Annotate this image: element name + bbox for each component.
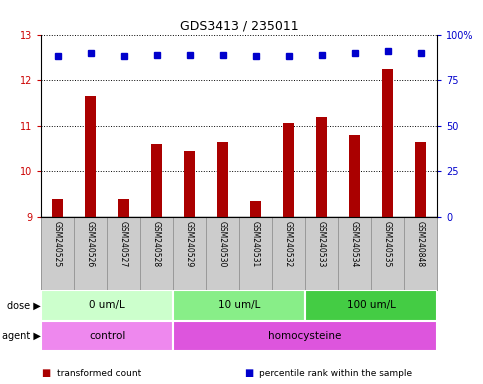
- Text: GSM240535: GSM240535: [383, 220, 392, 267]
- Text: GSM240533: GSM240533: [317, 220, 326, 267]
- Bar: [173, 321, 437, 351]
- Text: GSM240530: GSM240530: [218, 220, 227, 267]
- Bar: [250, 201, 261, 217]
- Text: GSM240525: GSM240525: [53, 220, 62, 267]
- Title: GDS3413 / 235011: GDS3413 / 235011: [180, 19, 298, 32]
- Text: 0 um/L: 0 um/L: [89, 300, 125, 310]
- Text: dose ▶: dose ▶: [7, 300, 41, 310]
- Bar: [52, 199, 63, 217]
- Text: ■: ■: [244, 368, 253, 378]
- Text: GSM240528: GSM240528: [152, 220, 161, 267]
- Bar: [382, 69, 393, 217]
- Text: percentile rank within the sample: percentile rank within the sample: [259, 369, 412, 378]
- Bar: [41, 321, 173, 351]
- Text: GSM240529: GSM240529: [185, 220, 194, 267]
- Text: control: control: [89, 331, 125, 341]
- Text: GSM240526: GSM240526: [86, 220, 95, 267]
- Bar: [184, 151, 195, 217]
- Text: GSM240531: GSM240531: [251, 220, 260, 267]
- Text: GSM240532: GSM240532: [284, 220, 293, 267]
- Bar: [118, 199, 129, 217]
- Text: GSM240848: GSM240848: [416, 220, 425, 267]
- Text: agent ▶: agent ▶: [2, 331, 41, 341]
- Text: 100 um/L: 100 um/L: [347, 300, 396, 310]
- Bar: [41, 290, 173, 321]
- Bar: [151, 144, 162, 217]
- Bar: [415, 142, 426, 217]
- Text: 10 um/L: 10 um/L: [218, 300, 260, 310]
- Bar: [85, 96, 96, 217]
- Bar: [349, 135, 360, 217]
- Bar: [217, 142, 228, 217]
- Text: GSM240527: GSM240527: [119, 220, 128, 267]
- Bar: [305, 290, 437, 321]
- Bar: [283, 124, 294, 217]
- Text: GSM240534: GSM240534: [350, 220, 359, 267]
- Bar: [316, 117, 327, 217]
- Text: homocysteine: homocysteine: [269, 331, 342, 341]
- Text: transformed count: transformed count: [57, 369, 141, 378]
- Text: ■: ■: [41, 368, 50, 378]
- Bar: [173, 290, 305, 321]
